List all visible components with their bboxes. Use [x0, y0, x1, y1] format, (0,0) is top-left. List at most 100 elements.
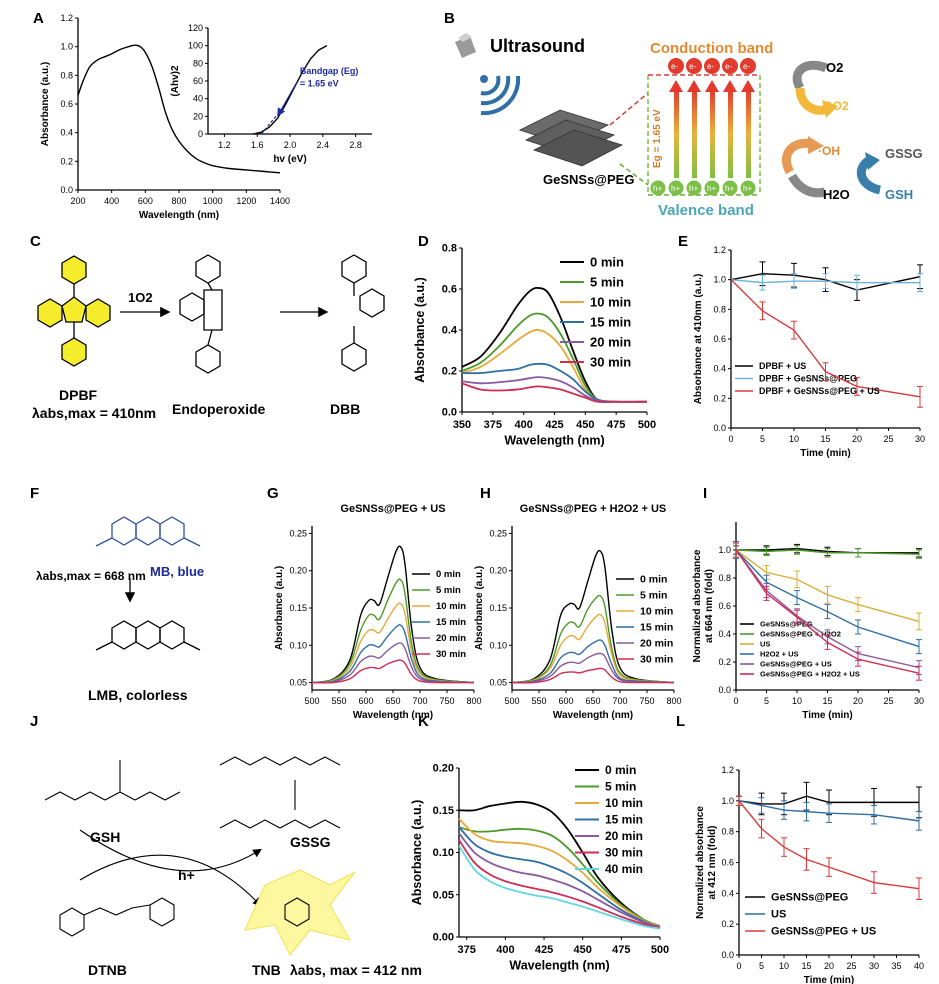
- series-line-15-min: [458, 826, 661, 928]
- chart-title: GeSNSs@PEG + US: [340, 503, 445, 515]
- legend-label-15-min: 15 min: [590, 314, 631, 329]
- legend-label-10-min: 10 min: [590, 294, 631, 309]
- material-label: GeSNSs@PEG: [543, 172, 634, 187]
- y-tick-label: 0.4: [60, 128, 73, 138]
- x-tick-label: 200: [70, 196, 85, 206]
- x-tick-label: 1.6: [251, 140, 264, 150]
- y-tick-label: 0.10: [489, 640, 507, 650]
- x-tick-label: 0: [728, 434, 733, 444]
- x-tick-label: 400: [104, 196, 119, 206]
- y-tick-label: 0.8: [442, 243, 457, 255]
- legend-label-dpbf-us: DPBF + US: [759, 361, 806, 371]
- hole-reagent-label: h+: [178, 867, 195, 883]
- y-tick-label: 0.2: [718, 657, 731, 667]
- x-tick-label: 25: [846, 961, 856, 971]
- legend-label-us: US: [760, 640, 770, 649]
- x-tick-label: 450: [576, 419, 594, 431]
- valence-band-label: Valence band: [658, 202, 754, 219]
- y-tick-label: 0.05: [489, 678, 507, 688]
- x-tick-label: 5: [760, 434, 765, 444]
- y-axis-label: Absorbance (a.u.): [40, 62, 51, 146]
- legend-label-30-min: 30 min: [605, 846, 643, 860]
- legend-label-0-min: 0 min: [436, 569, 461, 580]
- x-tick-label: 550: [531, 696, 546, 706]
- x-tick-label: 650: [585, 696, 600, 706]
- y-axis-label: (Ahv)2: [170, 65, 181, 97]
- panel-label-b: B: [444, 10, 455, 27]
- y-tick-label: 0.2: [721, 919, 734, 929]
- chart-h-mb-h2o2-spectra: 500 550 600 650 700 750 800 0.05 0.10 0.15 0.20 0.2…: [474, 503, 682, 721]
- y-tick-label: 0.15: [489, 603, 507, 613]
- x-axis-label: Wavelength (nm): [353, 710, 433, 721]
- y-axis-label: Normalized absorbance: [695, 806, 706, 919]
- legend-label-10-min: 10 min: [640, 606, 673, 618]
- x-tick-label: 500: [304, 696, 319, 706]
- y-tick-label: 0.25: [489, 528, 507, 538]
- inset-tauc-plot: 1.2 1.6 2.0 2.4 2.8 0 20 40 60 80 100 120 hv (eV) (Ah…: [170, 23, 372, 165]
- series-line-dpbf-us: [730, 273, 921, 291]
- x-tick-label: 1000: [203, 196, 223, 206]
- series-line-15-min: [511, 639, 675, 684]
- chart-a-absorbance: 200 400 600 800 1000 1200 14000.00.20.40.60.81…: [40, 13, 372, 221]
- y-tick-label: 0.6: [721, 858, 734, 868]
- electron-4: e-: [725, 62, 732, 71]
- y-tick-label: 0.0: [60, 185, 73, 195]
- panel-label-e: E: [678, 233, 688, 250]
- series-line-10-min: [458, 818, 661, 927]
- series-line-15-min: [461, 362, 648, 403]
- legend-label-20-min: 20 min: [605, 829, 643, 843]
- y-tick-label: 0.6: [442, 284, 457, 296]
- x-tick-label: 475: [607, 419, 625, 431]
- y-tick-label: 60: [193, 76, 203, 86]
- x-tick-label: 500: [651, 944, 669, 956]
- chart-title: GeSNSs@PEG + H2O2 + US: [520, 503, 666, 515]
- y-tick-label: 1.0: [718, 545, 731, 555]
- dpbf-lambda: λabs,max = 410nm: [32, 405, 156, 421]
- y-tick-label: 20: [193, 111, 203, 121]
- lmb-label: LMB, colorless: [88, 687, 188, 703]
- x-tick-label: 15: [801, 961, 811, 971]
- y-tick-label: 0.0: [718, 685, 731, 695]
- endoperoxide-molecule-icon: [179, 254, 223, 374]
- x-tick-label: 30: [869, 961, 879, 971]
- y-tick-label: 0.05: [433, 889, 454, 901]
- chart-l-tnb-kinetics: 0 5 10 15 20 25 30 35 40 0.0 0.2 0.4 0.6 0.8 1.0 1.2 Tim…: [695, 765, 924, 984]
- y-tick-label: 0.10: [433, 847, 454, 859]
- series-line-20-min: [511, 652, 675, 684]
- bandgap-annotation: Bandgap (Eg): [300, 66, 359, 76]
- y-axis-label: Absorbance (a.u.): [413, 277, 427, 383]
- legend-label-5-min: 5 min: [436, 585, 461, 596]
- y-tick-label: 100: [188, 41, 203, 51]
- x-tick-label: 15: [820, 434, 830, 444]
- legend-label-0-min: 0 min: [590, 254, 624, 269]
- series-line-10-min: [511, 613, 675, 684]
- panel-label-f: F: [30, 485, 39, 502]
- nanosheet-stack-icon: [518, 109, 624, 167]
- tnb-label: TNB: [252, 962, 281, 978]
- x-tick-label: 2.0: [284, 140, 297, 150]
- x-tick-label: 600: [358, 696, 373, 706]
- hole-4: h+: [707, 184, 716, 193]
- series-line-us: [735, 549, 920, 623]
- y-tick-label: 1.0: [713, 275, 726, 285]
- x-tick-label: 375: [484, 419, 502, 431]
- x-tick-label: 2.4: [317, 140, 330, 150]
- legend-label-30-min: 30 min: [640, 654, 673, 666]
- gssg-label-j: GSSG: [290, 834, 331, 850]
- x-tick-label: 650: [385, 696, 400, 706]
- legend-label-10-min: 10 min: [605, 796, 643, 810]
- singlet-oxygen-reagent: 1O2: [128, 290, 153, 305]
- panel-label-d: D: [418, 233, 429, 250]
- x-tick-label: 40: [914, 961, 924, 971]
- series-line-dpbf-gesnss-peg: [730, 278, 920, 284]
- x-tick-label: 0: [733, 696, 738, 706]
- series-line-30-min: [458, 839, 661, 929]
- x-tick-label: 5: [759, 961, 764, 971]
- legend-label-10-min: 10 min: [436, 601, 466, 612]
- y-tick-label: 1.2: [60, 13, 73, 23]
- series-line-gesnss-peg-us: [735, 549, 920, 669]
- y-tick-label: 0.4: [713, 364, 726, 374]
- x-tick-label: 800: [171, 196, 186, 206]
- x-tick-label: 475: [612, 944, 630, 956]
